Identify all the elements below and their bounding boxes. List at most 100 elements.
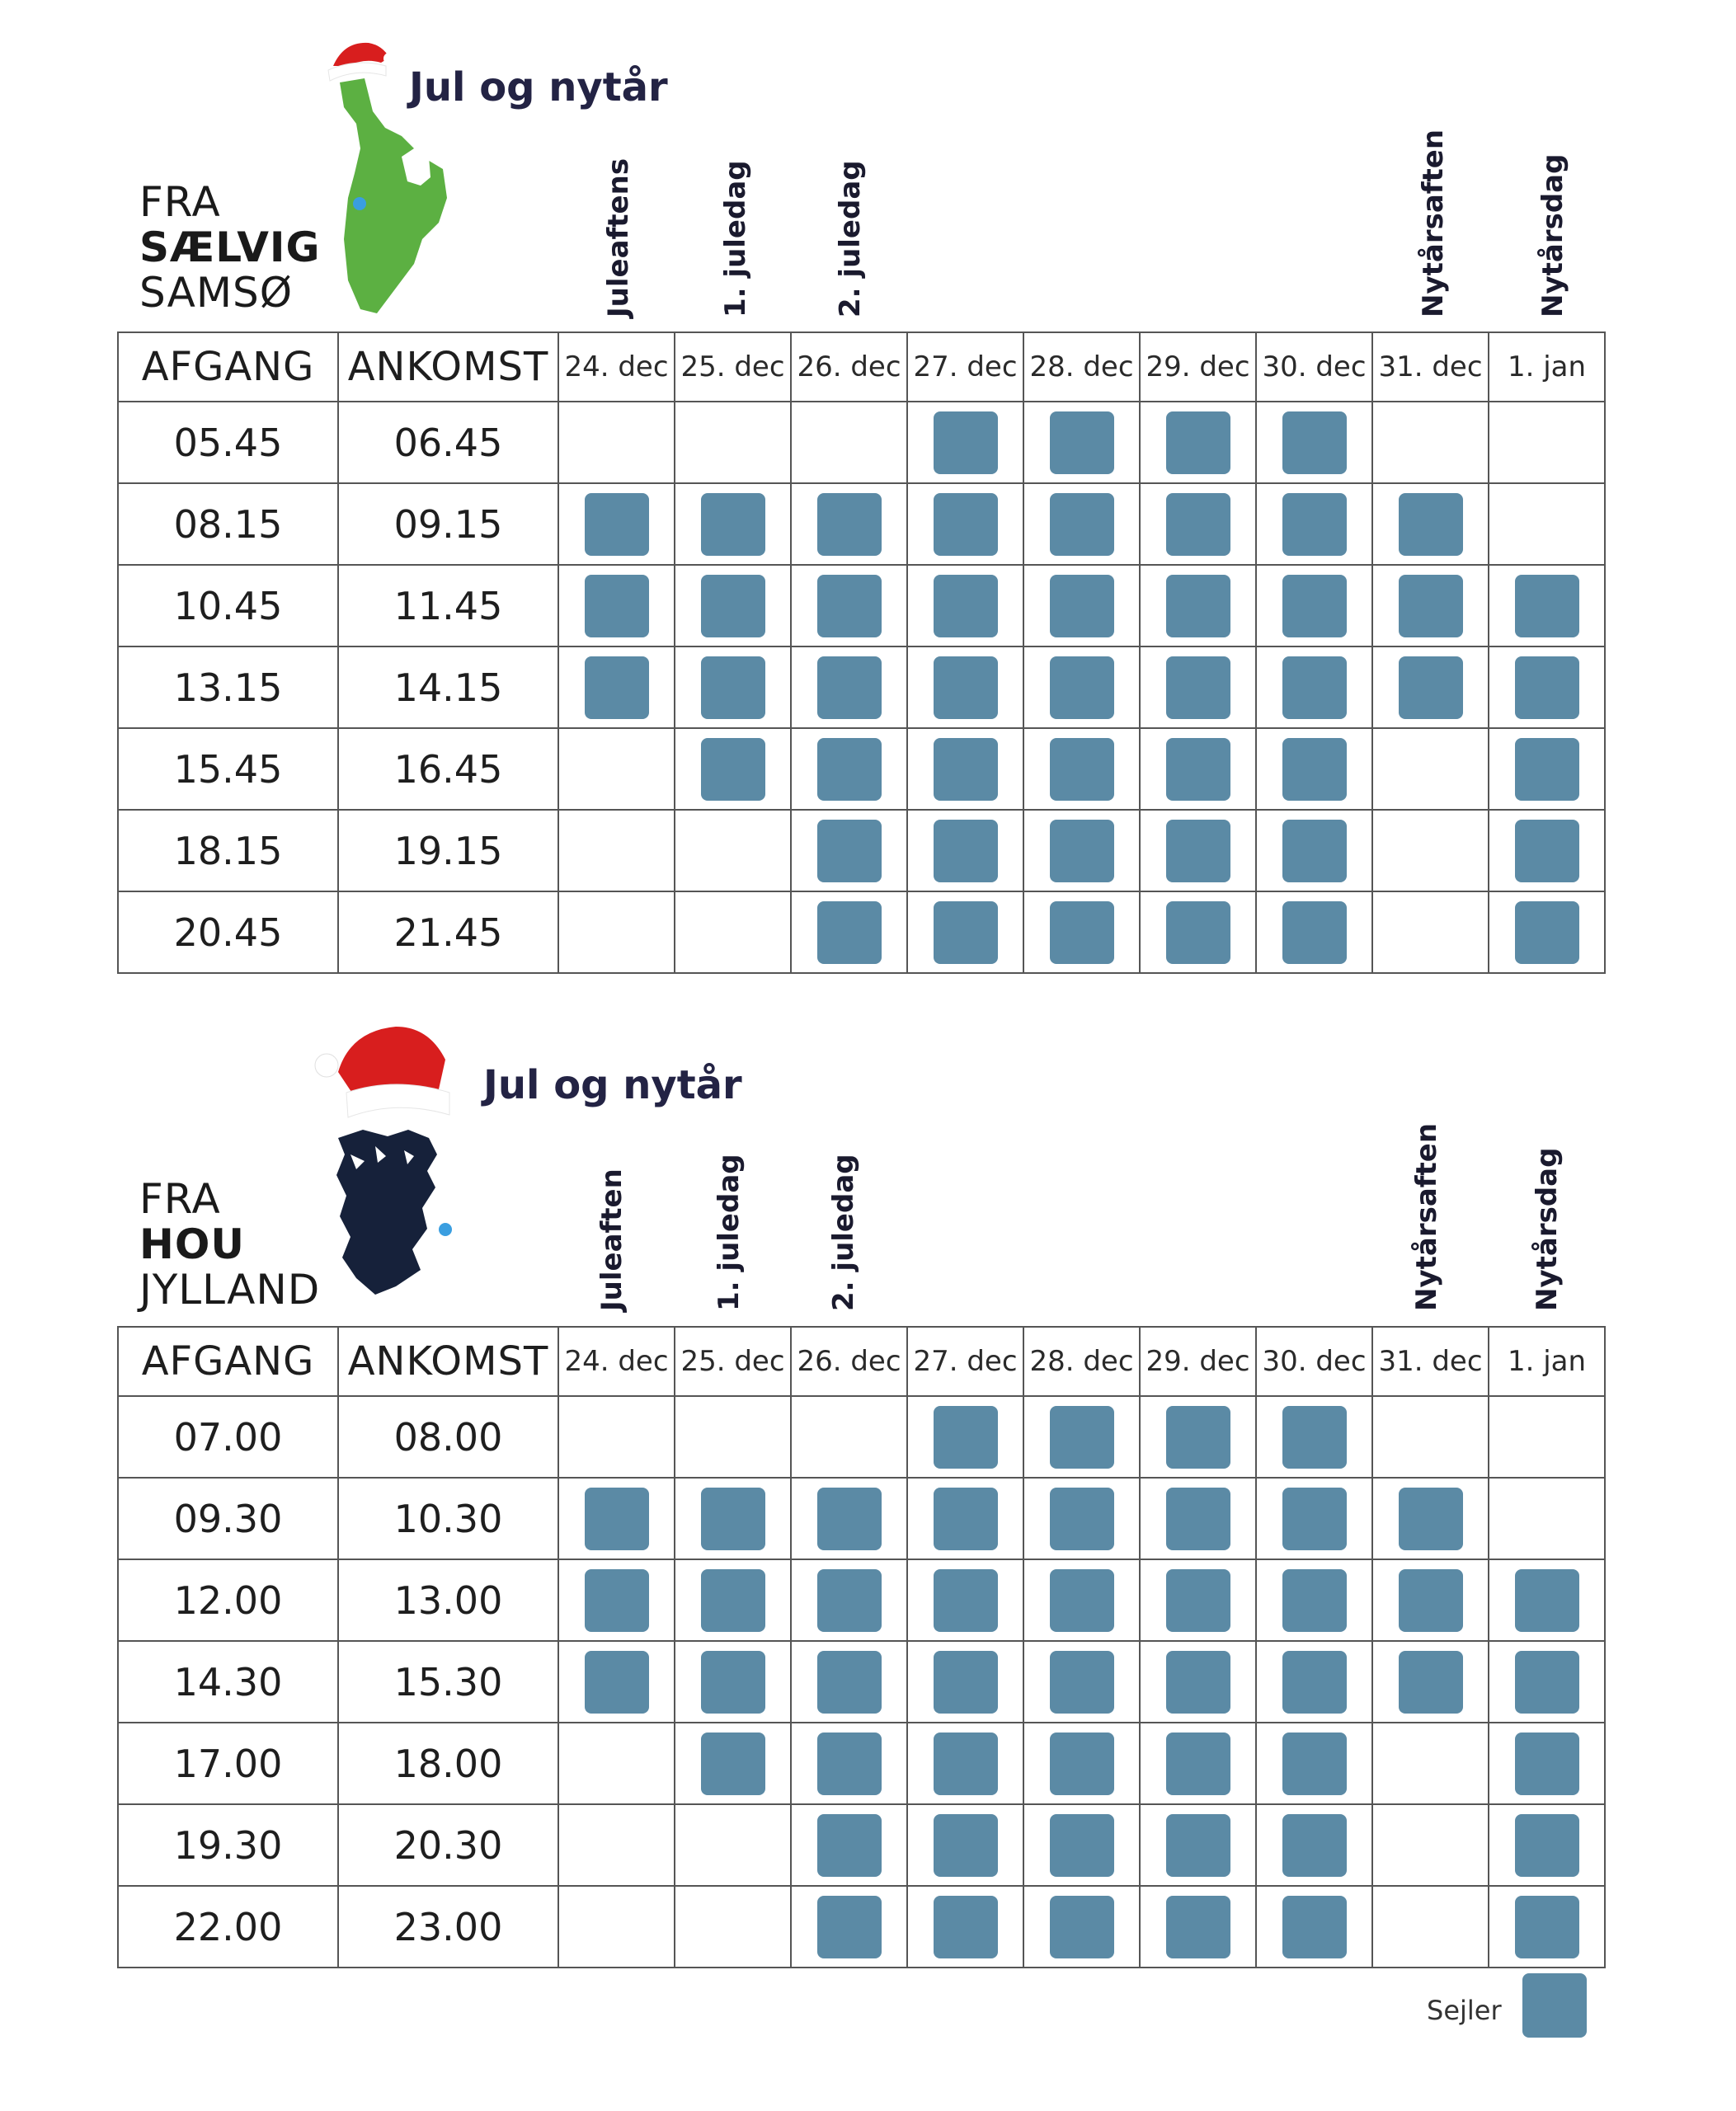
- sailing-marker: [816, 1650, 882, 1714]
- sailing-marker: [933, 492, 998, 556]
- schedule-cell: [790, 1722, 908, 1805]
- schedule-cell: [1371, 401, 1489, 484]
- sailing-marker: [1398, 656, 1463, 719]
- schedule-cell: [790, 1559, 908, 1642]
- schedule-cell: [674, 1803, 792, 1887]
- header-day: 26. dec: [790, 331, 908, 402]
- schedule-cell: [674, 727, 792, 811]
- holiday-label: 1. juledag: [713, 1154, 746, 1311]
- sailing-marker: [816, 656, 882, 719]
- schedule-cell: [1371, 727, 1489, 811]
- schedule-cell: [906, 646, 1024, 729]
- schedule-cell: [1139, 564, 1257, 647]
- header-arrive: ANKOMST: [337, 1326, 559, 1397]
- sailing-marker: [584, 492, 649, 556]
- sailing-marker: [1049, 1732, 1114, 1795]
- sailing-marker: [816, 1487, 882, 1550]
- schedule-cell: [1488, 646, 1606, 729]
- header-row: AFGANG ANKOMST 24. dec 25. dec 26. dec 27. de…: [117, 331, 1606, 402]
- schedule-cell: [557, 891, 675, 974]
- schedule-cell: [1255, 401, 1373, 484]
- depart-time: 20.45: [117, 891, 339, 974]
- header-day: 27. dec: [906, 331, 1024, 402]
- sailing-marker: [816, 1732, 882, 1795]
- schedule-cell: [906, 1477, 1024, 1560]
- sailing-marker: [933, 1405, 998, 1469]
- port-name: HOU: [139, 1220, 245, 1268]
- sailing-marker: [1049, 492, 1114, 556]
- sailing-marker: [1049, 737, 1114, 801]
- schedule-cell: [1371, 564, 1489, 647]
- arrive-time: 09.15: [337, 482, 559, 566]
- depart-time: 12.00: [117, 1559, 339, 1642]
- sailing-marker: [1514, 656, 1579, 719]
- schedule-cell: [1488, 1722, 1606, 1805]
- header-day: 27. dec: [906, 1326, 1024, 1397]
- sailing-marker: [1049, 900, 1114, 964]
- schedule-cell: [674, 1885, 792, 1968]
- region-name: SAMSØ: [139, 269, 294, 317]
- sailing-marker: [584, 1487, 649, 1550]
- sailing-marker: [1049, 1650, 1114, 1714]
- schedule-cell: [1139, 1722, 1257, 1805]
- schedule-cell: [1488, 482, 1606, 566]
- header-day: 1. jan: [1488, 331, 1606, 402]
- holiday-label: 2. juledag: [834, 160, 867, 317]
- schedule-section-hou: Jul og nytår FRA HOU JYLLAND Juleaften 1…: [0, 990, 1736, 2062]
- schedule-cell: [1139, 1803, 1257, 1887]
- schedule-cell: [1488, 1885, 1606, 1968]
- sailing-marker: [933, 737, 998, 801]
- schedule-cell: [1023, 1477, 1141, 1560]
- header-day: 26. dec: [790, 1326, 908, 1397]
- sailing-marker: [1282, 492, 1347, 556]
- arrive-time: 16.45: [337, 727, 559, 811]
- header-day: 29. dec: [1139, 1326, 1257, 1397]
- header-day: 1. jan: [1488, 1326, 1606, 1397]
- schedule-table: AFGANG ANKOMST 24. dec 25. dec 26. dec 27. de…: [117, 1326, 1606, 1968]
- schedule-cell: [1139, 727, 1257, 811]
- origin-label: FRA HOU JYLLAND: [139, 1177, 320, 1313]
- arrive-time: 15.30: [337, 1640, 559, 1723]
- depart-time: 07.00: [117, 1395, 339, 1479]
- schedule-cell: [557, 1885, 675, 1968]
- schedule-cell: [1488, 1477, 1606, 1560]
- arrive-time: 14.15: [337, 646, 559, 729]
- schedule-cell: [1488, 809, 1606, 892]
- schedule-cell: [906, 891, 1024, 974]
- arrive-time: 11.45: [337, 564, 559, 647]
- sailing-marker: [933, 1732, 998, 1795]
- sailing-marker: [1282, 1732, 1347, 1795]
- sailing-marker: [1514, 574, 1579, 637]
- arrive-time: 20.30: [337, 1803, 559, 1887]
- header-row: AFGANG ANKOMST 24. dec 25. dec 26. dec 27. de…: [117, 1326, 1606, 1397]
- schedule-cell: [1488, 727, 1606, 811]
- arrive-time: 13.00: [337, 1559, 559, 1642]
- schedule-cell: [906, 1722, 1024, 1805]
- schedule-cell: [1371, 891, 1489, 974]
- schedule-cell: [674, 1477, 792, 1560]
- header-day: 28. dec: [1023, 331, 1141, 402]
- sailing-marker: [1514, 737, 1579, 801]
- sailing-marker: [1514, 1813, 1579, 1877]
- schedule-cell: [1488, 1559, 1606, 1642]
- header-day: 28. dec: [1023, 1326, 1141, 1397]
- schedule-cell: [1023, 482, 1141, 566]
- schedule-cell: [1255, 482, 1373, 566]
- sailing-marker: [933, 1568, 998, 1632]
- sailing-marker: [1282, 1487, 1347, 1550]
- arrive-time: 23.00: [337, 1885, 559, 1968]
- schedule-cell: [906, 1559, 1024, 1642]
- sailing-marker: [1049, 411, 1114, 474]
- header-day: 30. dec: [1255, 1326, 1373, 1397]
- schedule-cell: [906, 1803, 1024, 1887]
- sailing-marker: [816, 1813, 882, 1877]
- sailing-marker: [700, 1568, 765, 1632]
- holiday-label: Nytårsdag: [1536, 153, 1569, 317]
- sailing-marker: [1165, 819, 1230, 882]
- sailing-marker: [1165, 1813, 1230, 1877]
- schedule-cell: [790, 1477, 908, 1560]
- schedule-cell: [1255, 891, 1373, 974]
- schedule-cell: [906, 1885, 1024, 1968]
- legend-swatch: [1522, 1973, 1587, 2038]
- schedule-cell: [1255, 564, 1373, 647]
